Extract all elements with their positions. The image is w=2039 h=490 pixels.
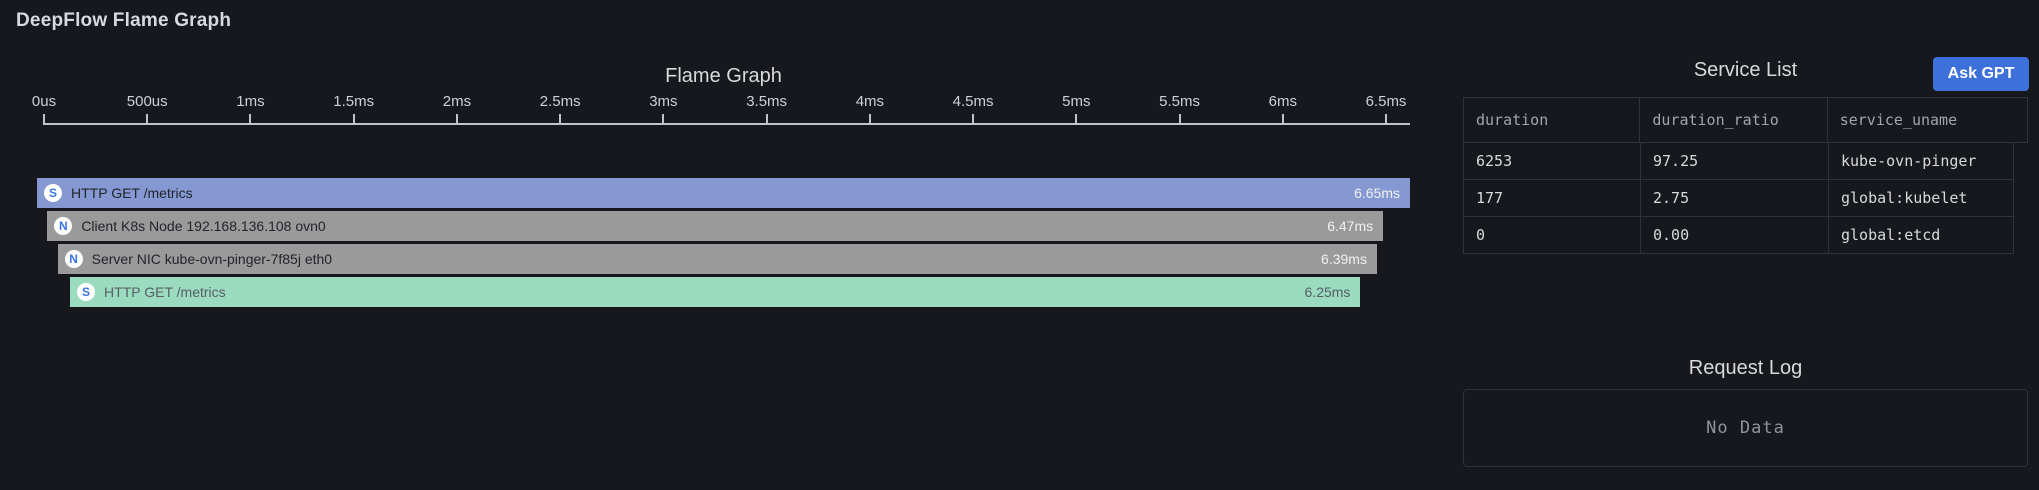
column-header-duration[interactable]: duration	[1464, 98, 1641, 142]
axis-tick-mark	[662, 114, 665, 123]
s-badge-icon: S	[44, 184, 62, 202]
side-panel: Service List Ask GPT duration duration_ra…	[1463, 45, 2029, 475]
axis-tick-label: 4.5ms	[952, 93, 994, 110]
table-cell: 6253	[1464, 143, 1641, 179]
axis-tick-mark	[972, 114, 975, 123]
flame-bar[interactable]: N Server NIC kube-ovn-pinger-7f85j eth0 6.…	[57, 244, 1377, 274]
axis-tick-label: 4ms	[855, 93, 885, 110]
axis-tick-mark	[146, 114, 149, 123]
table-body: 6253 97.25 kube-ovn-pinger 177 2.75 global:ku…	[1464, 143, 2014, 254]
service-list-table: duration duration_ratio service_uname 6253…	[1463, 97, 2028, 254]
table-cell: 0	[1464, 217, 1641, 253]
flame-bar-label: HTTP GET /metrics	[71, 185, 193, 201]
table-row[interactable]: 6253 97.25 kube-ovn-pinger	[1464, 143, 2014, 180]
axis-tick-mark	[43, 114, 45, 123]
axis-tick-mark	[352, 114, 355, 123]
axis-tick-label: 5.5ms	[1159, 93, 1200, 110]
flame-bar-duration: 6.25ms	[1304, 284, 1351, 300]
n-badge-icon: N	[54, 217, 73, 235]
axis-tick-mark	[765, 114, 768, 123]
column-header-duration_ratio[interactable]: duration_ratio	[1640, 98, 1828, 142]
table-cell: global:kubelet	[1841, 189, 1968, 207]
axis-tick-label: 1ms	[236, 93, 265, 110]
axis-tick-label: 6.5ms	[1365, 93, 1407, 110]
no-data-text: No Data	[1706, 418, 1785, 438]
axis-tick-mark	[1075, 114, 1078, 123]
request-log-empty-box: No Data	[1463, 389, 2028, 467]
table-cell: 0.00	[1641, 217, 1829, 253]
axis-tick-mark	[1385, 114, 1388, 123]
flame-graph-panel: Flame Graph 0us 500us 1ms 1.5ms 2ms 2.5ms 3ms 3…	[32, 45, 1410, 345]
axis-tick-label: 3ms	[649, 93, 678, 110]
table-cell: 177	[1464, 180, 1641, 216]
flame-bar-label: Server NIC kube-ovn-pinger-7f85j eth0	[91, 251, 333, 267]
axis-tick-label: 1.5ms	[333, 93, 375, 110]
flame-bar[interactable]: N Client K8s Node 192.168.136.108 ovn0 6.4…	[47, 211, 1384, 241]
flame-bar-duration: 6.39ms	[1321, 251, 1367, 267]
axis-tick-mark	[455, 114, 458, 123]
axis-tick-mark	[249, 114, 252, 123]
flame-bar-duration: 6.47ms	[1327, 218, 1374, 234]
n-badge-icon: N	[64, 250, 83, 268]
flame-bar[interactable]: S HTTP GET /metrics 6.65ms	[37, 178, 1410, 208]
page-title: DeepFlow Flame Graph	[16, 10, 232, 31]
axis-tick-label: 3.5ms	[746, 93, 788, 110]
axis-tick-mark	[868, 114, 871, 123]
axis-tick-label: 2.5ms	[539, 93, 581, 110]
axis-tick-label: 5ms	[1062, 93, 1091, 110]
flame-graph-title: Flame Graph	[665, 65, 782, 87]
time-axis: 0us 500us 1ms 1.5ms 2ms 2.5ms 3ms 3.5ms 4ms 4.5ms…	[32, 93, 1410, 125]
flame-bar-label: Client K8s Node 192.168.136.108 ovn0	[81, 218, 326, 234]
s-badge-icon: S	[77, 283, 96, 301]
table-cell: 97.25	[1641, 143, 1829, 179]
request-log-title: Request Log	[1688, 357, 1803, 379]
axis-tick-label: 2ms	[442, 93, 472, 110]
flame-bar[interactable]: S HTTP GET /metrics 6.25ms	[70, 277, 1361, 307]
table-row[interactable]: 0 0.00 global:etcd	[1464, 217, 2014, 254]
table-cell: kube-ovn-pinger	[1841, 152, 1977, 170]
axis-tick-label: 6ms	[1268, 93, 1297, 110]
table-row[interactable]: 177 2.75 global:kubelet	[1464, 180, 2014, 217]
flame-bar-label: HTTP GET /metrics	[104, 284, 226, 300]
table-cell: 2.75	[1641, 180, 1829, 216]
axis-tick-label: 0us	[31, 93, 57, 110]
table-header-row: duration duration_ratio service_uname	[1464, 98, 2028, 143]
flame-bar-duration: 6.65ms	[1354, 185, 1400, 201]
ask-gpt-button[interactable]: Ask GPT	[1933, 57, 2029, 91]
axis-tick-mark	[559, 114, 562, 123]
service-list-title: Service List	[1693, 59, 1798, 81]
axis-tick-mark	[1178, 114, 1181, 123]
axis-tick-label: 500us	[126, 93, 168, 110]
table-cell: global:etcd	[1841, 226, 1941, 244]
axis-tick-mark	[1281, 114, 1284, 123]
column-header-service_uname[interactable]: service_uname	[1839, 111, 1958, 129]
